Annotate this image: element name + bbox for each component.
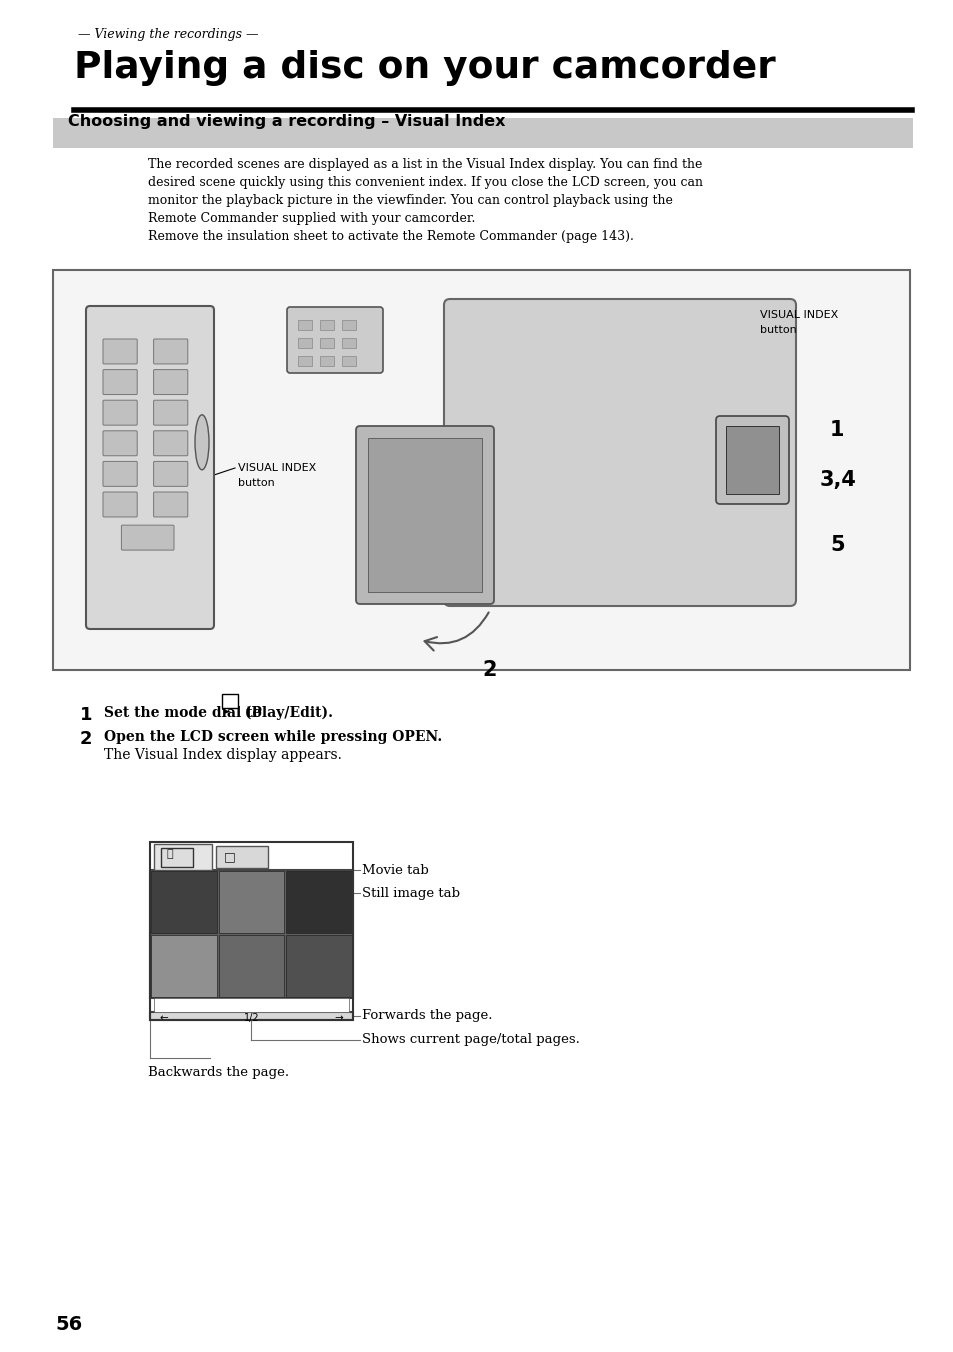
Text: 2: 2 — [482, 660, 497, 680]
Bar — [286, 936, 352, 996]
FancyBboxPatch shape — [153, 461, 188, 487]
Text: Open the LCD screen while pressing OPEN.: Open the LCD screen while pressing OPEN. — [104, 730, 442, 744]
Text: ⎕: ⎕ — [167, 849, 173, 859]
Bar — [297, 320, 312, 330]
Text: VISUAL INDEX: VISUAL INDEX — [760, 310, 838, 320]
FancyBboxPatch shape — [153, 492, 188, 516]
Bar — [341, 320, 355, 330]
FancyBboxPatch shape — [86, 306, 213, 629]
FancyBboxPatch shape — [121, 525, 173, 550]
Bar — [319, 356, 334, 366]
FancyBboxPatch shape — [103, 339, 137, 364]
FancyBboxPatch shape — [103, 369, 137, 395]
Text: desired scene quickly using this convenient index. If you close the LCD screen, : desired scene quickly using this conveni… — [148, 176, 702, 189]
Text: The Visual Index display appears.: The Visual Index display appears. — [104, 748, 341, 763]
Text: — Viewing the recordings —: — Viewing the recordings — — [78, 28, 258, 41]
FancyBboxPatch shape — [716, 416, 788, 504]
FancyBboxPatch shape — [355, 426, 494, 604]
Text: (Play/Edit).: (Play/Edit). — [239, 706, 333, 721]
FancyBboxPatch shape — [443, 299, 795, 606]
Bar — [221, 694, 237, 708]
Text: Backwards the page.: Backwards the page. — [148, 1065, 289, 1079]
FancyBboxPatch shape — [153, 339, 188, 364]
Bar — [297, 338, 312, 347]
FancyBboxPatch shape — [153, 369, 188, 395]
Text: The recorded scenes are displayed as a list in the Visual Index display. You can: The recorded scenes are displayed as a l… — [148, 158, 701, 170]
FancyBboxPatch shape — [161, 848, 193, 867]
Text: Remove the insulation sheet to activate the Remote Commander (page 143).: Remove the insulation sheet to activate … — [148, 230, 633, 243]
Bar — [153, 844, 212, 869]
Bar — [218, 871, 284, 933]
Bar — [53, 270, 909, 671]
Ellipse shape — [194, 415, 209, 469]
FancyBboxPatch shape — [103, 400, 137, 425]
Text: ←: ← — [160, 1013, 169, 1023]
Bar — [150, 842, 353, 1019]
Text: button: button — [760, 324, 796, 335]
Bar — [150, 1013, 353, 1019]
Bar — [725, 426, 779, 493]
Text: Remote Commander supplied with your camcorder.: Remote Commander supplied with your camc… — [148, 212, 475, 224]
FancyBboxPatch shape — [287, 307, 382, 373]
Text: monitor the playback picture in the viewfinder. You can control playback using t: monitor the playback picture in the view… — [148, 193, 672, 207]
Text: →: → — [334, 1013, 343, 1023]
Bar — [368, 438, 481, 592]
FancyBboxPatch shape — [103, 461, 137, 487]
Bar — [215, 846, 268, 868]
FancyBboxPatch shape — [103, 431, 137, 456]
Text: 3,4: 3,4 — [820, 470, 856, 489]
FancyArrowPatch shape — [424, 612, 488, 650]
Text: button: button — [237, 479, 274, 488]
Text: 1: 1 — [80, 706, 92, 725]
Bar — [286, 871, 352, 933]
Text: VISUAL INDEX: VISUAL INDEX — [237, 462, 315, 473]
FancyBboxPatch shape — [153, 431, 188, 456]
Text: Choosing and viewing a recording – Visual Index: Choosing and viewing a recording – Visua… — [68, 114, 505, 128]
FancyBboxPatch shape — [153, 400, 188, 425]
Text: Forwards the page.: Forwards the page. — [361, 1010, 492, 1022]
Bar — [297, 356, 312, 366]
Bar — [151, 871, 216, 933]
Bar — [153, 998, 349, 1013]
Text: Playing a disc on your camcorder: Playing a disc on your camcorder — [74, 50, 775, 87]
Text: 1/2: 1/2 — [243, 1013, 259, 1023]
Text: ►: ► — [223, 707, 231, 717]
Text: Shows current page/total pages.: Shows current page/total pages. — [361, 1033, 579, 1046]
Bar — [218, 936, 284, 996]
Bar — [341, 338, 355, 347]
Text: 1: 1 — [829, 420, 843, 439]
Text: 2: 2 — [80, 730, 92, 748]
Bar — [151, 936, 216, 996]
Bar — [150, 869, 353, 998]
Bar — [319, 338, 334, 347]
Text: Movie tab: Movie tab — [361, 864, 428, 876]
Text: 56: 56 — [55, 1315, 82, 1334]
Bar — [53, 118, 912, 147]
Bar — [341, 356, 355, 366]
Text: Set the mode dial to: Set the mode dial to — [104, 706, 266, 721]
Text: □: □ — [224, 850, 235, 863]
FancyBboxPatch shape — [103, 492, 137, 516]
Text: 5: 5 — [829, 535, 843, 556]
Text: Still image tab: Still image tab — [361, 887, 459, 899]
Bar — [319, 320, 334, 330]
